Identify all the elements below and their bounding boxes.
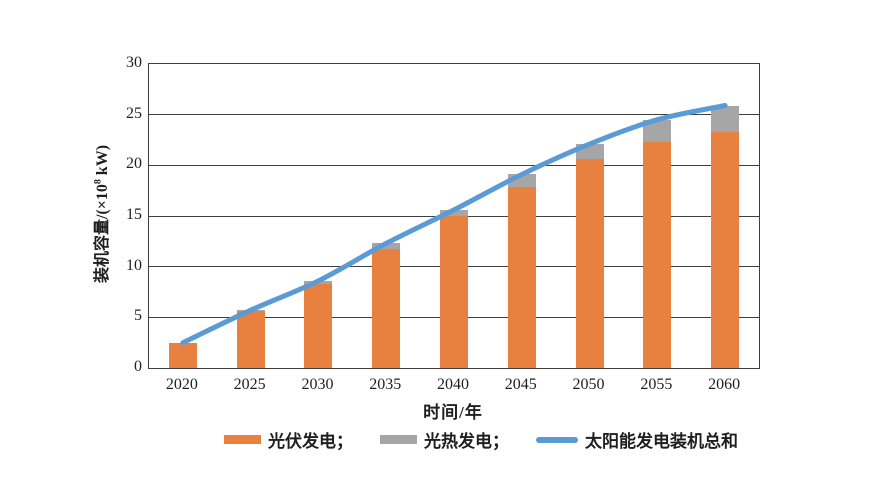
pv-bar-segment xyxy=(168,342,197,368)
bar-stack-2025 xyxy=(236,310,265,368)
pv-bar-segment xyxy=(575,159,604,368)
x-tick-label-2045: 2045 xyxy=(504,376,537,393)
y-tick-label-10: 10 xyxy=(126,256,142,274)
x-tick-label-2055: 2055 xyxy=(640,376,673,393)
bar-stack-2035 xyxy=(372,243,401,368)
pv-bar-segment xyxy=(440,216,468,368)
csp-bar-segment xyxy=(711,105,740,132)
pv-bar-swatch-icon xyxy=(224,435,261,444)
legend-item-csp: 光热发电； xyxy=(380,427,509,452)
csp-bar-segment xyxy=(643,119,672,143)
gridline-25 xyxy=(149,114,759,116)
y-tick-label-30: 30 xyxy=(126,54,142,71)
y-axis-title-superscript: 8 xyxy=(92,179,104,185)
x-tick-label-2025: 2025 xyxy=(233,376,266,393)
pv-bar-segment xyxy=(643,142,672,368)
y-tick-label-20: 20 xyxy=(126,155,142,173)
csp-bar-swatch-icon xyxy=(380,435,417,444)
legend-label-pv: 光伏发电； xyxy=(268,432,353,451)
y-tick-label-25: 25 xyxy=(126,104,142,122)
pv-bar-segment xyxy=(711,131,740,368)
x-tick-label-2035: 2035 xyxy=(369,376,402,393)
csp-bar-segment xyxy=(575,144,604,160)
bar-stack-2040 xyxy=(440,209,468,368)
legend-label-total: 太阳能发电装机总和 xyxy=(585,432,738,451)
pv-bar-segment xyxy=(236,311,265,368)
bar-stack-2055 xyxy=(643,119,672,368)
legend: 光伏发电； 光热发电； 太阳能发电装机总和 xyxy=(224,427,738,452)
bar-stack-2020 xyxy=(168,342,197,368)
pv-bar-segment xyxy=(304,283,333,368)
y-tick-label-5: 5 xyxy=(134,307,142,325)
x-tick-label-2040: 2040 xyxy=(437,376,469,393)
csp-bar-segment xyxy=(507,174,536,187)
plot-area xyxy=(148,63,760,369)
x-axis-title: 时间/年 xyxy=(423,403,483,422)
legend-label-csp: 光热发电； xyxy=(424,432,509,451)
bar-stack-2060 xyxy=(711,105,740,368)
bar-stack-2045 xyxy=(507,174,536,368)
pv-bar-segment xyxy=(372,249,401,368)
y-tick-label-0: 0 xyxy=(134,358,142,375)
legend-item-total: 太阳能发电装机总和 xyxy=(536,427,738,452)
x-tick-label-2030: 2030 xyxy=(301,376,334,393)
bar-stack-2050 xyxy=(575,144,604,368)
bar-stack-2030 xyxy=(304,280,333,368)
legend-item-pv: 光伏发电； xyxy=(224,427,353,452)
pv-bar-segment xyxy=(507,186,536,368)
total-line-swatch-icon xyxy=(536,436,578,443)
y-tick-label-15: 15 xyxy=(126,206,142,223)
x-tick-label-2020: 2020 xyxy=(165,376,198,393)
x-tick-label-2060: 2060 xyxy=(708,376,741,393)
x-tick-label-2050: 2050 xyxy=(572,376,605,393)
